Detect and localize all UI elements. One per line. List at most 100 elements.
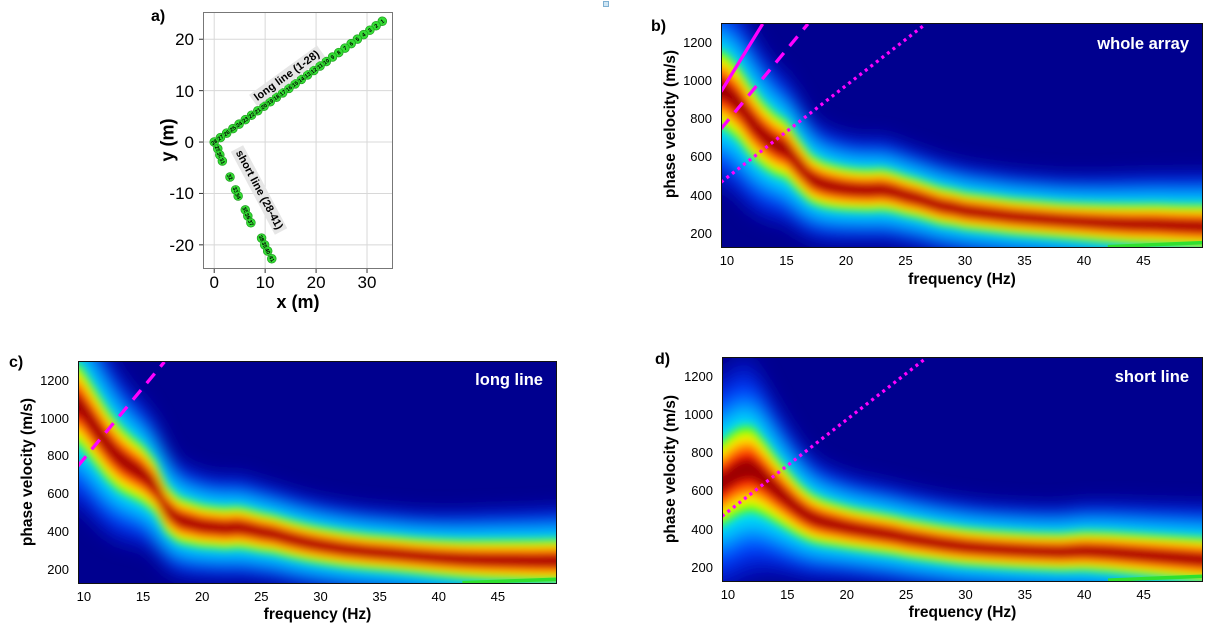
y-tick-label: 1200 <box>684 369 713 385</box>
x-tick-label: 10 <box>719 253 735 268</box>
marker-number: 2 <box>374 23 380 30</box>
marker-number: 27 <box>217 134 225 142</box>
green-resolution-line <box>462 577 557 584</box>
marker-number: 14 <box>298 75 307 84</box>
overlay-line-solid <box>721 23 765 93</box>
marker-number: 26 <box>223 130 231 138</box>
x-tick-label: 35 <box>1017 253 1032 268</box>
dispersion-band-core <box>78 363 557 582</box>
dispersion-image-short-line <box>722 357 1203 582</box>
x-tick-label: 45 <box>1136 587 1151 602</box>
marker-number: 41 <box>267 255 275 263</box>
receiver-marker <box>267 253 277 264</box>
y-tick-label: 800 <box>47 448 69 464</box>
x-tick-label: 40 <box>1076 253 1092 268</box>
marker-number: 17 <box>279 89 287 97</box>
y-tick-label: 200 <box>691 559 713 575</box>
receiver-markers: 1234567891011121314151617181920212223242… <box>209 16 388 264</box>
marker-number: 37 <box>246 219 254 227</box>
marker-number: 31 <box>217 157 225 165</box>
x-tick-label: 30 <box>957 253 973 268</box>
x-tick-label: 40 <box>431 589 446 604</box>
marker-number: 29 <box>213 145 221 153</box>
x-tick-label: 10 <box>255 273 275 292</box>
marker-number: 3 <box>367 28 373 35</box>
marker-number: 7 <box>342 46 348 53</box>
x-tick-label: 35 <box>1017 587 1033 602</box>
overlay-line-dotted <box>722 357 928 518</box>
y-tick-label: 600 <box>690 149 712 165</box>
panel-b-title: whole array <box>1097 35 1189 53</box>
marker-number: 18 <box>273 94 281 102</box>
y-tick-label: 400 <box>47 524 69 540</box>
x-tick-label: 15 <box>779 253 794 268</box>
panel-d-letter: d) <box>655 351 671 368</box>
receiver-marker <box>233 191 243 201</box>
receiver-marker <box>262 246 273 256</box>
y-tick-label: 1000 <box>40 410 69 426</box>
marker-number: 36 <box>243 212 251 220</box>
marker-number: 20 <box>260 103 268 111</box>
panel-c-title: long line <box>475 371 543 389</box>
green-resolution-line <box>1107 574 1203 582</box>
marker-number: 32 <box>225 173 233 181</box>
marker-number: 23 <box>242 116 250 124</box>
receiver-geometry-plot: 1234567891011121314151617181920212223242… <box>199 12 393 273</box>
y-tick-label: 20 <box>175 30 194 50</box>
marker-number: 16 <box>285 85 293 93</box>
x-tick-label: 30 <box>313 589 328 604</box>
plot-frame <box>78 361 557 584</box>
marker-number: 15 <box>291 80 299 88</box>
marker-number: 5 <box>355 37 361 44</box>
x-tick-label: 25 <box>898 253 913 268</box>
overlay-line-dashed <box>721 23 810 130</box>
marker-number: 24 <box>235 120 244 129</box>
x-tick-label: 25 <box>898 587 914 602</box>
panel-b-x-axis-label: frequency (Hz) <box>908 271 1016 288</box>
y-tick-label: 1000 <box>683 73 712 89</box>
marker-number: 25 <box>229 125 237 133</box>
y-tick-label: 1200 <box>40 372 69 388</box>
y-tick-label: 400 <box>691 521 713 537</box>
x-tick-label: 25 <box>254 589 269 604</box>
panel-d-x-axis-label: frequency (Hz) <box>908 604 1017 621</box>
marker-number: 21 <box>254 107 262 115</box>
y-tick-label: -10 <box>169 184 194 204</box>
marker-number: 11 <box>316 63 324 71</box>
panel-c-x-axis-label: frequency (Hz) <box>263 606 372 623</box>
x-tick-label: 0 <box>209 273 219 292</box>
marker-number: 39 <box>260 241 268 249</box>
panel-d-title: short line <box>1114 368 1189 386</box>
marker-number: 10 <box>323 58 331 66</box>
y-tick-label: 1200 <box>683 35 712 51</box>
y-tick-label: 10 <box>175 81 194 101</box>
x-tick-label: 20 <box>838 253 854 268</box>
marker-number: 34 <box>233 192 242 201</box>
x-tick-label: 35 <box>372 589 387 604</box>
marker-number: 8 <box>336 50 342 57</box>
y-tick-label: 200 <box>47 561 69 577</box>
x-tick-label: 30 <box>958 587 973 602</box>
x-tick-label: 40 <box>1077 587 1092 602</box>
marker-number: 30 <box>215 151 223 159</box>
x-tick-label: 20 <box>306 273 326 292</box>
receiver-marker <box>246 217 256 228</box>
x-tick-label: 20 <box>839 587 854 602</box>
dispersion-image-whole-array <box>721 23 1203 248</box>
y-tick-label: -20 <box>169 235 194 255</box>
y-tick-label: 1000 <box>684 407 713 423</box>
y-tick-label: 400 <box>690 187 712 203</box>
marker-number: 28 <box>211 139 219 147</box>
panel-c-letter: c) <box>9 354 24 371</box>
marker-number: 9 <box>330 54 336 61</box>
green-resolution-line <box>1107 240 1203 248</box>
marker-number: 35 <box>240 206 248 214</box>
dispersion-band-core <box>722 426 1203 582</box>
panel-b-letter: b) <box>651 18 667 35</box>
marker-number: 12 <box>310 67 318 75</box>
marker-number: 13 <box>304 71 312 79</box>
y-tick-label: 600 <box>691 483 713 499</box>
y-tick-label: 600 <box>47 486 69 502</box>
x-tick-label: 45 <box>1136 253 1151 268</box>
